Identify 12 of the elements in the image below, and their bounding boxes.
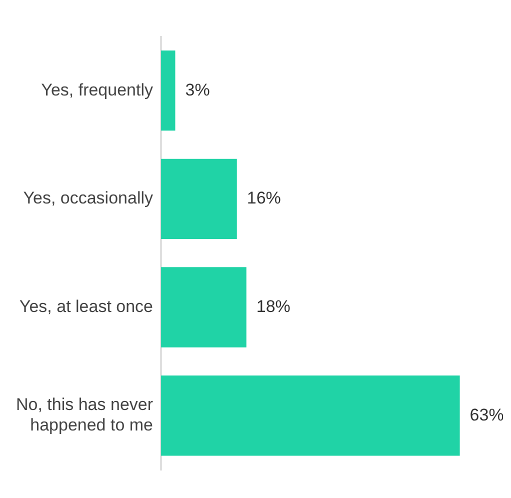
data-label: 63% [470, 405, 504, 424]
y-tick-label: Yes, occasionally [23, 188, 154, 208]
y-tick-label: Yes, at least once [19, 296, 154, 316]
data-label: 18% [256, 296, 290, 316]
data-label: 16% [246, 188, 281, 208]
bar [161, 267, 246, 348]
bar [161, 50, 176, 131]
bar [161, 158, 237, 240]
data-label: 3% [185, 80, 210, 100]
y-tick-label: No, this has never happened to me [16, 395, 154, 435]
bar [161, 376, 460, 456]
y-tick-label: Yes, frequently [41, 80, 154, 100]
